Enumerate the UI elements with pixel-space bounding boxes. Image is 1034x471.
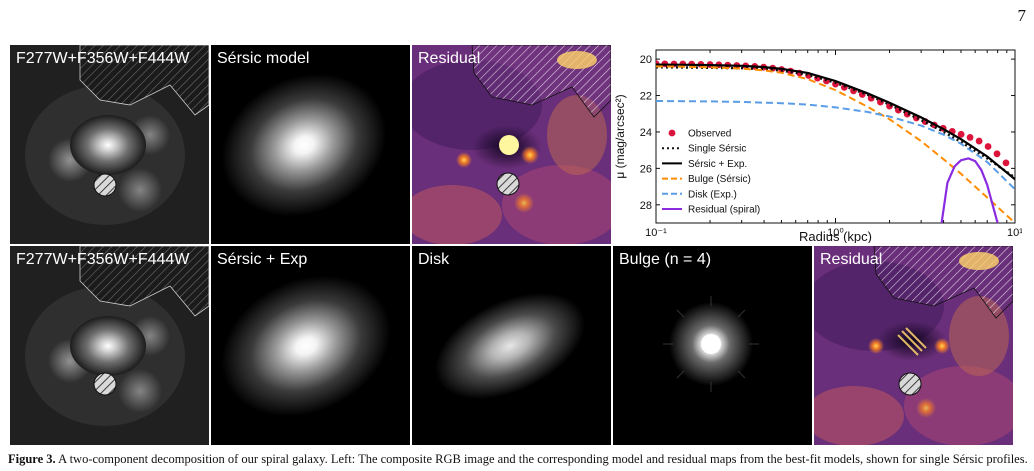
panel-bulge: Bulge (n = 4) (613, 246, 812, 445)
panel-label: Disk (418, 251, 450, 268)
series-line-disk-exp (656, 100, 1015, 191)
legend-marker (668, 129, 676, 137)
residual-image (412, 45, 611, 244)
chart-ylabel: μ (mag/arcsec²) (613, 94, 627, 178)
x-tick-label: 10⁻¹ (645, 227, 667, 239)
sersic-model-image (211, 45, 410, 244)
figure-caption: Figure 3. A two-component decomposition … (8, 452, 1028, 467)
legend-label: Single Sérsic (688, 144, 746, 155)
sersic-exp-model-image (211, 246, 410, 445)
series-line-single-s-rsic (656, 66, 1015, 179)
panel-label: Sérsic + Exp (217, 251, 308, 268)
chart-series (656, 60, 1015, 223)
y-tick-label: 26 (640, 163, 652, 175)
residual-image (814, 246, 1013, 445)
observed-point (993, 150, 1001, 158)
panel-label: F277W+F356W+F444W (16, 50, 190, 67)
legend-label: Sérsic + Exp. (688, 159, 747, 170)
observed-point (984, 143, 992, 150)
observed-point (1002, 159, 1010, 167)
series-line-s-rsic-exp (656, 63, 1015, 181)
panel-sersic-exp-model: Sérsic + Exp (211, 246, 410, 445)
y-tick-label: 22 (640, 91, 652, 103)
panel-sersic-model: Sérsic model (211, 45, 410, 244)
chart-legend: Observed Single Sérsic Sérsic + Exp. Bulge … (662, 129, 760, 216)
legend-label: Observed (688, 129, 731, 140)
panel-label: Bulge (n = 4) (619, 251, 712, 268)
panel-label: Residual (418, 50, 481, 67)
caption-text: A two-component decomposition of our spi… (58, 452, 1028, 466)
x-tick-label: 10⁰ (827, 227, 844, 239)
panel-label: Residual (820, 251, 883, 268)
rgb-image (10, 246, 209, 445)
panel-residual-row2: Residual (814, 246, 1013, 445)
panel-residual-row1: Residual (412, 45, 611, 244)
series-line-residual-spiral (940, 157, 999, 223)
caption-lead: Figure 3. (8, 452, 56, 466)
legend-label: Disk (Exp.) (688, 189, 737, 200)
y-tick-label: 28 (640, 200, 652, 212)
chart-xlabel: Radius (kpc) (799, 229, 872, 243)
disk-image (412, 246, 611, 445)
surface-brightness-chart: 20 22 24 26 28 10⁻¹ 10⁰ 10¹ Observed Single Sérs… (613, 49, 1022, 243)
panel-label: Sérsic model (217, 50, 310, 67)
legend-label: Bulge (Sérsic) (688, 174, 751, 185)
x-tick-label: 10¹ (1007, 227, 1022, 239)
bulge-image (613, 246, 812, 445)
observed-point (975, 137, 983, 145)
rgb-image (10, 45, 209, 244)
panel-rgb-row2: F277W+F356W+F444W (10, 246, 209, 445)
observed-point (966, 134, 974, 141)
panel-rgb-row1: F277W+F356W+F444W (10, 45, 209, 244)
y-tick-label: 20 (640, 54, 652, 66)
page-number: 7 (1017, 6, 1027, 25)
series-line-bulge-s-rsic (656, 65, 1015, 223)
y-tick-label: 24 (640, 127, 652, 139)
observed-point (957, 130, 965, 138)
panel-label: F277W+F356W+F444W (16, 251, 190, 268)
legend-label: Residual (spiral) (688, 205, 760, 216)
panel-disk: Disk (412, 246, 611, 445)
